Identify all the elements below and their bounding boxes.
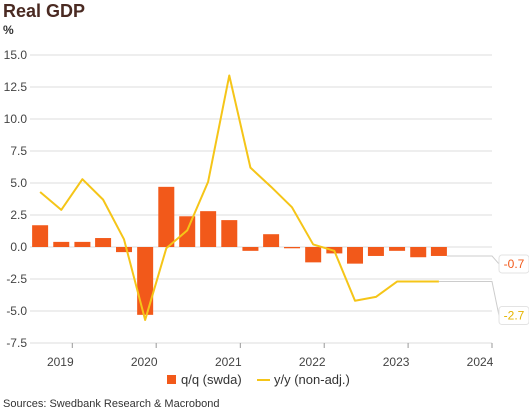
y-tick-label: 2.5 xyxy=(10,208,27,222)
y-axis-unit: % xyxy=(3,23,14,37)
x-tick-label: 2024 xyxy=(467,355,494,369)
y-tick-label: 10.0 xyxy=(4,112,28,126)
y-tick-label: -7.5 xyxy=(6,336,27,350)
line-series-yy xyxy=(39,74,439,321)
bar-qq xyxy=(53,241,70,247)
bar-qq xyxy=(263,234,280,247)
bar-qq xyxy=(284,247,301,249)
x-tick-label: 2022 xyxy=(299,355,326,369)
bar-series-qq xyxy=(32,186,447,315)
legend-label-qq: q/q (swda) xyxy=(181,372,242,387)
bar-qq xyxy=(389,247,406,251)
bar-qq xyxy=(305,247,322,263)
bar-qq xyxy=(95,238,112,247)
x-axis-ticks: 2019 2020 2021 2022 2023 2024 xyxy=(47,343,494,369)
end-label-leader xyxy=(446,255,500,265)
bar-qq xyxy=(74,241,91,247)
x-tick-label: 2021 xyxy=(215,355,242,369)
y-axis-ticks: 15.0 12.5 10.0 7.5 5.0 2.5 0.0 -2.5 -5.0 -7.5 xyxy=(4,48,28,350)
bar-qq xyxy=(242,247,259,251)
bar-qq xyxy=(410,247,427,258)
source-note: Sources: Swedbank Research & Macrobond xyxy=(3,398,220,410)
end-value-labels: -0.7 -2.7 xyxy=(438,254,529,326)
y-tick-label: 5.0 xyxy=(10,176,27,190)
bar-qq xyxy=(116,247,133,253)
legend-swatch-qq xyxy=(167,375,176,384)
end-label-leader xyxy=(438,281,500,316)
y-tick-label: 7.5 xyxy=(10,144,27,158)
bar-qq xyxy=(200,211,217,247)
y-tick-label: 12.5 xyxy=(4,80,28,94)
y-tick-label: 0.0 xyxy=(10,240,27,254)
end-label-box xyxy=(498,306,529,326)
end-label-box xyxy=(498,254,529,274)
bar-qq xyxy=(32,225,49,247)
end-value-label: -0.7 xyxy=(504,257,525,271)
x-tick-label: 2023 xyxy=(383,355,410,369)
bar-qq xyxy=(221,220,238,247)
bar-qq xyxy=(347,247,364,264)
y-tick-label: -5.0 xyxy=(6,304,27,318)
end-value-label: -2.7 xyxy=(504,309,525,323)
x-tick-label: 2020 xyxy=(131,355,158,369)
x-tick-label: 2019 xyxy=(47,355,74,369)
chart-title: Real GDP xyxy=(3,1,86,21)
y-tick-label: 15.0 xyxy=(4,48,28,62)
bar-qq xyxy=(137,247,154,315)
bar-qq xyxy=(158,186,175,247)
legend: q/q (swda) y/y (non-adj.) xyxy=(167,372,350,387)
bar-qq xyxy=(367,247,384,256)
legend-label-yy: y/y (non-adj.) xyxy=(274,372,350,387)
line-yy xyxy=(39,74,439,321)
grid-lines xyxy=(30,54,492,344)
bar-qq xyxy=(430,247,447,256)
y-tick-label: -2.5 xyxy=(6,272,27,286)
